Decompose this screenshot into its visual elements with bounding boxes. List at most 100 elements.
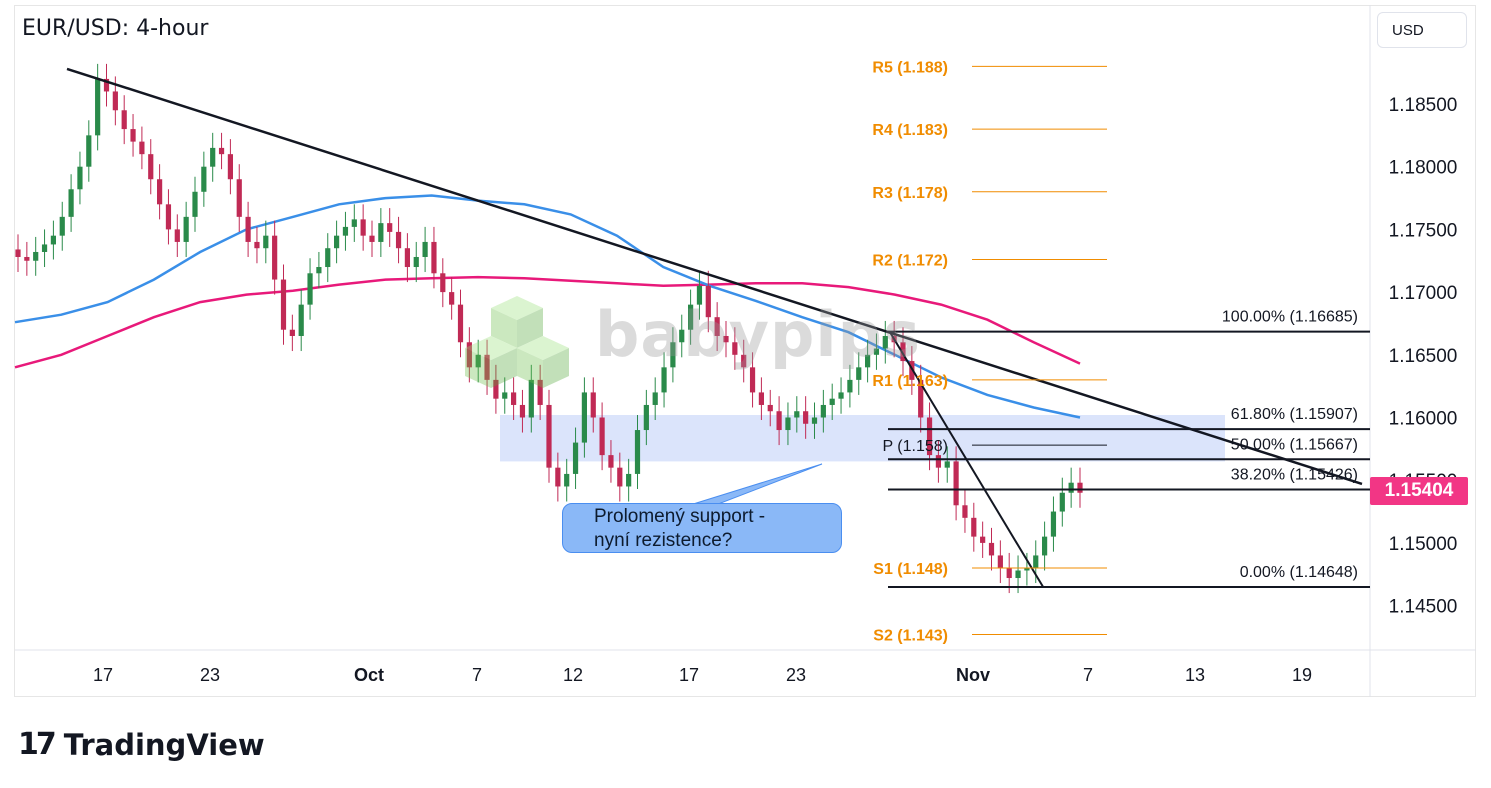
candle-body: [245, 216, 251, 242]
candle-body: [351, 219, 357, 227]
candle-body: [325, 248, 331, 268]
candle-body: [298, 304, 304, 336]
currency-selector[interactable]: USD: [1377, 12, 1467, 48]
candle-body: [165, 204, 172, 230]
candle-body: [422, 241, 428, 257]
tradingview-logo-text: TradingView: [63, 727, 265, 762]
x-tick-label: 23: [786, 665, 806, 685]
y-tick-label: 1.16000: [1389, 409, 1458, 430]
candle-body: [900, 342, 906, 362]
candle-body: [157, 179, 163, 205]
candle-body: [1068, 482, 1074, 493]
current-price-label: 1.15404: [1370, 477, 1468, 505]
candle-body: [776, 411, 782, 431]
annotation-callout: Prolomený support - nyní rezistence?: [562, 503, 842, 553]
resistance-zone: [500, 414, 1225, 462]
candle-body: [599, 417, 605, 456]
candle-body: [785, 417, 791, 431]
candle-body: [572, 442, 579, 474]
candle-body: [962, 505, 968, 518]
x-tick-label: 7: [472, 665, 482, 685]
fib-level-label: 0.00% (1.14648): [1240, 564, 1358, 581]
y-tick-label: 1.15000: [1389, 534, 1458, 555]
candle-body: [749, 367, 756, 393]
candle-body: [519, 404, 526, 418]
candle-body: [688, 304, 694, 330]
candle-body: [847, 379, 853, 393]
candle-body: [192, 191, 198, 217]
tradingview-mark-icon: 17: [18, 727, 57, 762]
candle-body: [316, 267, 322, 274]
candle-body: [511, 392, 517, 405]
candle-body: [484, 354, 490, 380]
candle-body: [820, 404, 826, 418]
candle-body: [15, 249, 21, 257]
candle-body: [626, 473, 632, 487]
watermark-text: babypips: [595, 298, 921, 371]
candle-body: [811, 417, 818, 424]
y-tick-label: 1.16500: [1389, 346, 1458, 367]
candle-body: [1024, 567, 1030, 571]
chart-title: EUR/USD: 4-hour: [22, 16, 209, 41]
candle-body: [130, 129, 136, 142]
pivot-level-label: R3 (1.178): [872, 185, 948, 202]
candle-body: [528, 379, 534, 418]
candle-body: [661, 367, 667, 393]
candle-body: [564, 473, 570, 487]
x-tick-label: 17: [679, 665, 699, 685]
y-tick-label: 1.17500: [1389, 220, 1458, 241]
candle-body: [395, 231, 402, 249]
candle-body: [227, 154, 233, 180]
candle-body: [218, 147, 225, 155]
candle-body: [971, 517, 977, 537]
candle-body: [440, 273, 446, 293]
candle-body: [50, 235, 56, 245]
candle-body: [334, 235, 340, 249]
candle-body: [944, 461, 950, 468]
y-tick-label: 1.18000: [1389, 158, 1458, 179]
candle-body: [457, 304, 464, 343]
candle-body: [272, 235, 278, 280]
candle-body: [431, 241, 437, 274]
y-tick-label: 1.17000: [1389, 283, 1458, 304]
candle-body: [617, 467, 623, 487]
candle-body: [183, 216, 189, 242]
candle-body: [926, 417, 933, 456]
x-tick-label: Nov: [956, 665, 990, 685]
candle-body: [865, 354, 871, 368]
candle-body: [449, 292, 455, 305]
candle-body: [86, 135, 92, 167]
candle-body: [466, 342, 472, 368]
candle-body: [882, 335, 888, 349]
y-tick-label: 1.14500: [1389, 597, 1458, 618]
candle-body: [139, 141, 145, 155]
candle-body: [103, 78, 110, 92]
x-tick-label: 13: [1185, 665, 1205, 685]
candle-body: [643, 404, 649, 431]
candle-body: [670, 342, 676, 368]
candle-body: [997, 555, 1003, 568]
candle-body: [1015, 570, 1021, 579]
candle-body: [803, 411, 809, 424]
candle-body: [59, 216, 65, 236]
tradingview-logo[interactable]: 17 TradingView: [18, 727, 265, 762]
fib-level-label: 61.80% (1.15907): [1231, 406, 1358, 423]
x-tick-label: 17: [93, 665, 113, 685]
candle-body: [210, 147, 216, 167]
candle-body: [546, 404, 552, 468]
fib-level-label: 50.00% (1.15667): [1231, 436, 1358, 453]
cube-logo-icon: [465, 296, 569, 388]
candle-body: [794, 411, 800, 418]
candle-body: [696, 285, 703, 305]
candle-body: [918, 379, 924, 418]
price-chart[interactable]: R5 (1.188) R4 (1.183) R3 (1.178) R2 (1.172)…: [0, 0, 1491, 700]
candle-body: [856, 367, 862, 380]
candle-body: [723, 335, 729, 343]
pivot-level-label: R4 (1.183): [872, 122, 948, 139]
candle-body: [493, 379, 499, 399]
candle-body: [953, 461, 959, 506]
ma-slow-line: [14, 275, 1081, 369]
candle-body: [838, 392, 844, 399]
fib-level-label: 100.00% (1.16685): [1222, 309, 1358, 326]
candle-body: [41, 244, 48, 252]
